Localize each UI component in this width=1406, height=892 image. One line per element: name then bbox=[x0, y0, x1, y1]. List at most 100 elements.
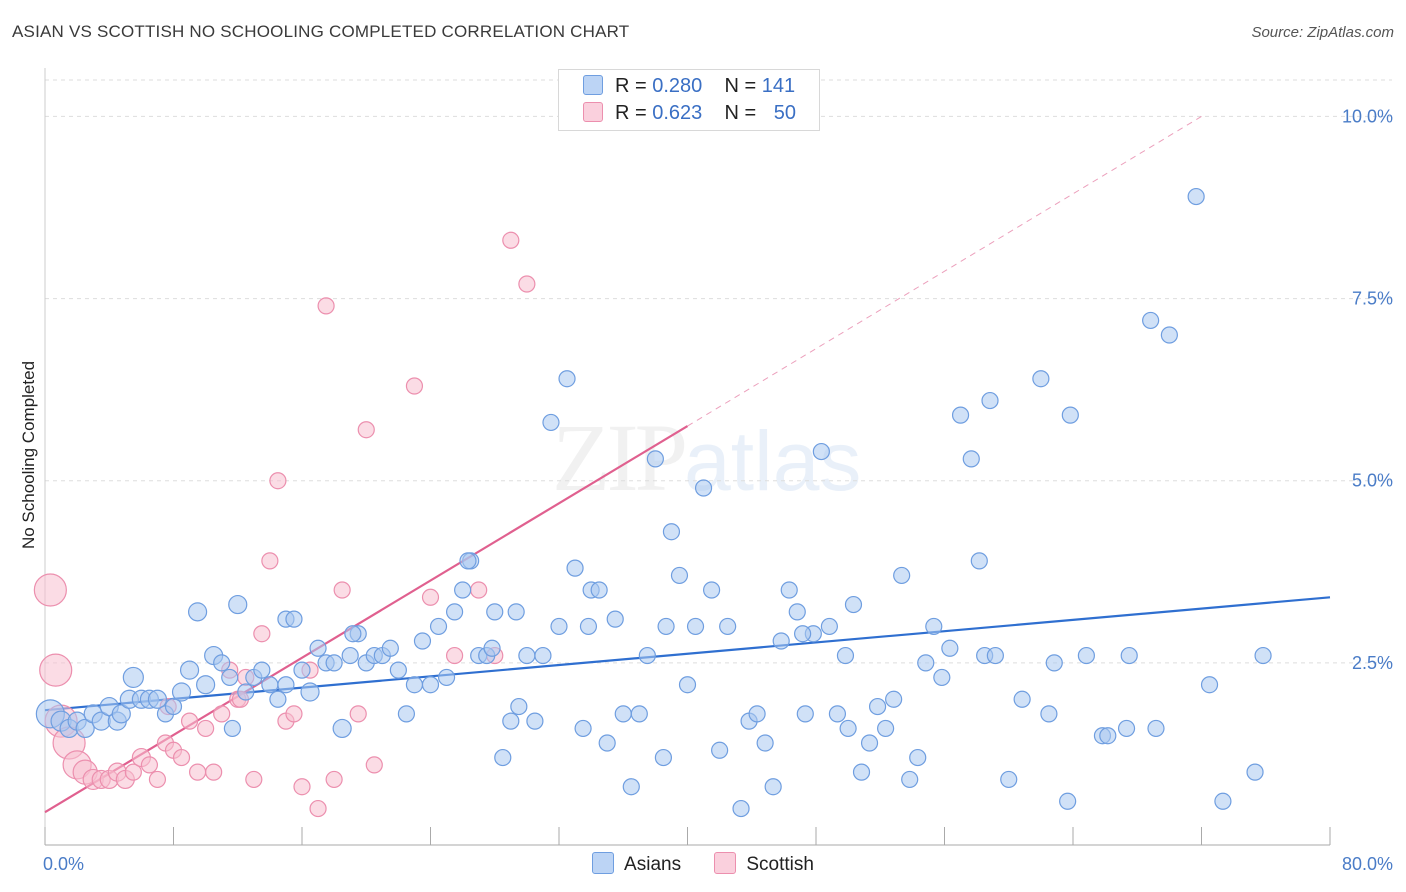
asians-point bbox=[877, 719, 895, 738]
legend-r-value-asians: 0.280 bbox=[652, 75, 703, 97]
asians-point bbox=[325, 654, 343, 672]
legend-row-asians: R = 0.280 N = 141 bbox=[583, 75, 795, 99]
scottish-point bbox=[124, 763, 142, 781]
asians-point bbox=[868, 697, 887, 716]
asians-point bbox=[598, 734, 616, 752]
asians-point bbox=[494, 748, 512, 767]
y-axis-label: No Schooling Completed bbox=[19, 361, 38, 549]
scottish-trend-line bbox=[44, 425, 689, 814]
asians-point bbox=[970, 552, 988, 570]
grid-lines bbox=[45, 79, 1392, 664]
asians-point bbox=[397, 705, 416, 723]
asians-point bbox=[179, 660, 200, 680]
asians-point bbox=[1045, 654, 1063, 672]
asians-point bbox=[550, 617, 568, 636]
asians-point bbox=[261, 676, 279, 694]
asians-point bbox=[285, 610, 303, 628]
asians-point bbox=[510, 697, 528, 716]
asians-point bbox=[534, 646, 552, 665]
axis-ticks: 2.5% 5.0% 7.5% 10.0% 0.0% 80.0% bbox=[43, 106, 1393, 874]
scottish-point bbox=[245, 770, 263, 789]
data-points bbox=[33, 187, 1272, 818]
scottish-point bbox=[405, 377, 424, 395]
asians-point bbox=[421, 676, 440, 694]
scottish-point bbox=[293, 778, 311, 796]
scottish-point bbox=[365, 756, 383, 774]
scottish-point bbox=[285, 705, 303, 723]
asians-point bbox=[253, 661, 271, 679]
asians-point bbox=[860, 734, 879, 752]
legend-r-value-scottish: 0.623 bbox=[652, 102, 703, 124]
legend-row-scottish: R = 0.623 N = 50 bbox=[583, 102, 796, 126]
series-legend: Asians Scottish bbox=[0, 852, 1406, 876]
scottish-point bbox=[197, 719, 215, 738]
asians-point bbox=[332, 718, 352, 739]
asians-point bbox=[213, 654, 231, 672]
asians-point bbox=[228, 594, 248, 615]
asians-point bbox=[657, 617, 675, 636]
legend-item-scottish[interactable]: Scottish bbox=[714, 852, 814, 876]
asians-point bbox=[269, 690, 287, 708]
asians-point bbox=[933, 668, 951, 687]
scottish-point bbox=[172, 748, 191, 767]
scottish-legend-swatch bbox=[714, 852, 737, 874]
asians-point bbox=[1142, 311, 1160, 330]
x-tick-label: 0.0% bbox=[43, 854, 84, 874]
asians-point bbox=[558, 370, 576, 388]
asians-point bbox=[341, 646, 359, 665]
asians-point bbox=[486, 603, 504, 621]
source-label[interactable]: Source: ZipAtlas.com bbox=[1251, 24, 1394, 41]
scottish-point bbox=[470, 581, 488, 599]
asians-point bbox=[518, 646, 536, 665]
asians-point bbox=[925, 617, 943, 636]
asians-legend-swatch bbox=[592, 852, 615, 874]
asians-point bbox=[1032, 370, 1050, 388]
legend-label-asians: Asians bbox=[624, 854, 682, 875]
asians-point bbox=[670, 566, 689, 585]
watermark-atlas: atlas bbox=[684, 414, 862, 508]
asians-point bbox=[732, 799, 750, 818]
asians-point bbox=[788, 603, 806, 621]
asians-point bbox=[445, 603, 464, 621]
asians-point bbox=[429, 617, 448, 636]
legend-n-value-scottish: 50 bbox=[773, 102, 797, 124]
asians-point bbox=[606, 610, 624, 628]
asians-point bbox=[852, 763, 871, 781]
asians-point bbox=[951, 406, 970, 424]
legend-r-label: R = bbox=[615, 102, 653, 124]
asians-swatch bbox=[583, 75, 603, 95]
asians-point bbox=[1147, 719, 1165, 738]
asians-point bbox=[566, 559, 584, 577]
asians-point bbox=[614, 705, 632, 723]
y-tick-label: 10.0% bbox=[1342, 106, 1393, 126]
scottish-swatch bbox=[583, 102, 603, 122]
asians-point bbox=[507, 603, 525, 621]
asians-point bbox=[413, 632, 432, 650]
asians-point bbox=[796, 705, 814, 723]
asians-point bbox=[794, 625, 812, 643]
asians-point bbox=[147, 689, 168, 709]
asians-point bbox=[1000, 770, 1018, 789]
asians-point bbox=[694, 479, 713, 497]
asians-trend-line bbox=[44, 596, 1331, 712]
x-tick-label: 80.0% bbox=[1342, 854, 1393, 874]
correlation-legend: R = 0.280 N = 141 R = 0.623 N = 50 bbox=[558, 69, 820, 131]
asians-point bbox=[1246, 763, 1264, 781]
legend-r-label: R = bbox=[615, 75, 653, 97]
legend-item-asians[interactable]: Asians bbox=[592, 852, 681, 876]
scottish-point bbox=[349, 705, 367, 723]
asians-point bbox=[839, 719, 857, 738]
asians-point bbox=[344, 625, 362, 643]
scottish-point bbox=[421, 588, 440, 606]
asians-point bbox=[662, 523, 681, 541]
legend-n-label: N = bbox=[724, 102, 762, 124]
legend-label-scottish: Scottish bbox=[746, 854, 814, 875]
scottish-point bbox=[148, 770, 167, 789]
asians-point bbox=[909, 748, 927, 767]
asians-point bbox=[122, 666, 144, 689]
scottish-point bbox=[269, 472, 287, 490]
asians-point bbox=[579, 617, 598, 636]
asians-point bbox=[1061, 406, 1079, 424]
asians-point bbox=[1254, 646, 1272, 665]
